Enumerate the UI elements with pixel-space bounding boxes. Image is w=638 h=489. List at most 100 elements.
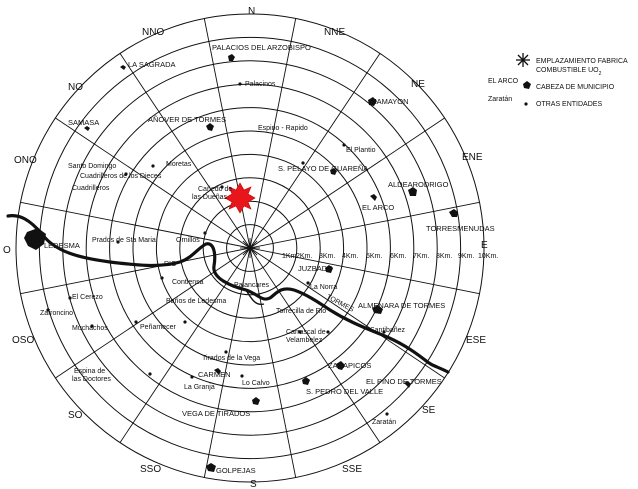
place-label: Zafroncino xyxy=(40,310,73,317)
place-label: LA SAGRADA xyxy=(128,60,176,69)
distance-ring xyxy=(62,60,438,436)
entidad-markers xyxy=(46,82,389,416)
sector-line xyxy=(249,201,480,249)
sector-line xyxy=(119,53,251,249)
direction-label-n: N xyxy=(248,6,255,17)
distance-label: 2Km. xyxy=(296,253,312,260)
legend-municipio-label: CABEZA DE MUNICIPIO xyxy=(536,84,615,91)
center-star-line xyxy=(242,240,251,249)
center-star-line xyxy=(249,240,258,249)
entidad-marker-icon xyxy=(524,102,528,106)
sector-line xyxy=(249,247,445,379)
place-label: Santibañez xyxy=(370,327,406,334)
place-label: Peñamecer xyxy=(140,324,176,331)
direction-label-sso: SSO xyxy=(140,464,161,475)
distance-label: 7Km. xyxy=(413,253,429,260)
place-label: Lo Calvo xyxy=(242,380,270,387)
place-labels: PALACIOS DEL ARZOBISPO Palacinos LA SAGR… xyxy=(40,43,495,475)
place-label: S. PELAYO DE GUAREÑA xyxy=(278,164,368,173)
legend-site-label-subscript: 2 xyxy=(599,71,602,77)
place-label: Tirados de la Vega xyxy=(202,355,260,362)
sector-lines xyxy=(20,18,480,478)
sector-line xyxy=(203,247,251,478)
place-label: Palacinos xyxy=(245,81,276,88)
place-label: TORRESMENUDAS xyxy=(426,224,495,233)
place-label: las Dueñas xyxy=(192,194,228,201)
place-label: Cañedo de xyxy=(198,186,232,193)
direction-label-ne: NE xyxy=(411,79,425,90)
place-label: Espina de xyxy=(74,368,105,375)
place-label: RIO xyxy=(164,261,177,268)
place-label: Moretas xyxy=(166,161,192,168)
place-label: JUZBADO xyxy=(298,264,333,273)
distance-ring xyxy=(179,177,321,319)
legend-site-label-main: COMBUSTIBLE UO xyxy=(536,67,599,74)
sector-line xyxy=(249,18,297,249)
place-label: ZAMAYON xyxy=(372,97,409,106)
river-tormes-branch xyxy=(245,289,265,306)
distance-labels: 1Km. 2Km. 3Km. 4Km. 5Km. 6Km. 7Km. 8Km. … xyxy=(282,253,498,260)
sector-line xyxy=(20,247,251,295)
direction-label-ese: ESE xyxy=(466,335,486,346)
place-label: Contiensa xyxy=(172,279,204,286)
direction-label-no: NO xyxy=(68,82,83,93)
sector-line xyxy=(20,201,251,249)
legend-municipio-sample: EL ARCO xyxy=(488,78,519,85)
direction-label-s: S xyxy=(250,479,257,489)
legend-entidad-label: OTRAS ENTIDADES xyxy=(536,101,602,108)
sector-line xyxy=(203,18,251,249)
sector-line xyxy=(249,117,445,249)
place-label: LEDESMA xyxy=(44,241,80,250)
center-star-line xyxy=(249,247,258,256)
place-label: VEGA DE TIRADOS xyxy=(182,409,250,418)
place-label: Palancares xyxy=(234,282,270,289)
sector-line xyxy=(249,247,480,295)
distance-label: 5Km. xyxy=(366,253,382,260)
distance-ring xyxy=(226,224,274,272)
place-label: ZARAPICOS xyxy=(328,361,371,370)
sector-line xyxy=(55,117,251,249)
municipio-markers xyxy=(84,54,458,472)
place-label: ALMENARA DE TORMES xyxy=(358,301,445,310)
ledesma-town-marker xyxy=(24,228,46,250)
site-asterisk-icon xyxy=(516,53,530,67)
place-label: ALDEARODRIGO xyxy=(388,180,449,189)
distance-rings xyxy=(15,13,485,483)
direction-label-nno: NNO xyxy=(142,27,164,38)
distance-label: 9Km. xyxy=(458,253,474,260)
place-label: El Plantio xyxy=(346,147,376,154)
direction-label-e: E xyxy=(481,240,488,251)
distance-ring xyxy=(132,130,368,366)
legend-site-label-line1: EMPLAZAMIENTO FABRICA xyxy=(536,58,628,65)
sector-line xyxy=(55,247,251,379)
direction-label-se: SE xyxy=(422,405,436,416)
place-label: La Granja xyxy=(184,384,215,391)
place-label: GOLPEJAS xyxy=(216,466,256,475)
distance-label: 6Km. xyxy=(390,253,406,260)
distance-ring xyxy=(85,83,415,413)
direction-label-oso: OSO xyxy=(12,335,34,346)
legend-entidad-sample: Zaratán xyxy=(488,96,512,103)
place-label: Velambelez xyxy=(286,337,323,344)
place-label: Muchachos xyxy=(72,325,108,332)
place-label: Baños de Ledesma xyxy=(166,298,226,305)
distance-label: 8Km. xyxy=(436,253,452,260)
sector-line xyxy=(249,53,381,249)
distance-label: 10Km. xyxy=(478,253,498,260)
distance-label: 3Km. xyxy=(319,253,335,260)
direction-label-so: SO xyxy=(68,410,83,421)
distance-ring xyxy=(109,107,391,389)
sector-line xyxy=(249,247,297,478)
distance-label: 4Km. xyxy=(342,253,358,260)
sector-line xyxy=(119,247,251,443)
legend-site-label-line2: COMBUSTIBLE UO2 xyxy=(536,67,602,77)
place-label: Cuadrilleros de los Dieces xyxy=(80,173,162,180)
distance-ring xyxy=(38,36,462,460)
place-label: Carrascal de xyxy=(286,329,326,336)
fuel-plant-site-marker xyxy=(224,182,256,214)
municipio-marker-icon xyxy=(523,81,531,89)
place-label: Espino - Rapido xyxy=(258,125,308,132)
distance-ring xyxy=(15,13,485,483)
place-label: CARMEN xyxy=(198,370,231,379)
